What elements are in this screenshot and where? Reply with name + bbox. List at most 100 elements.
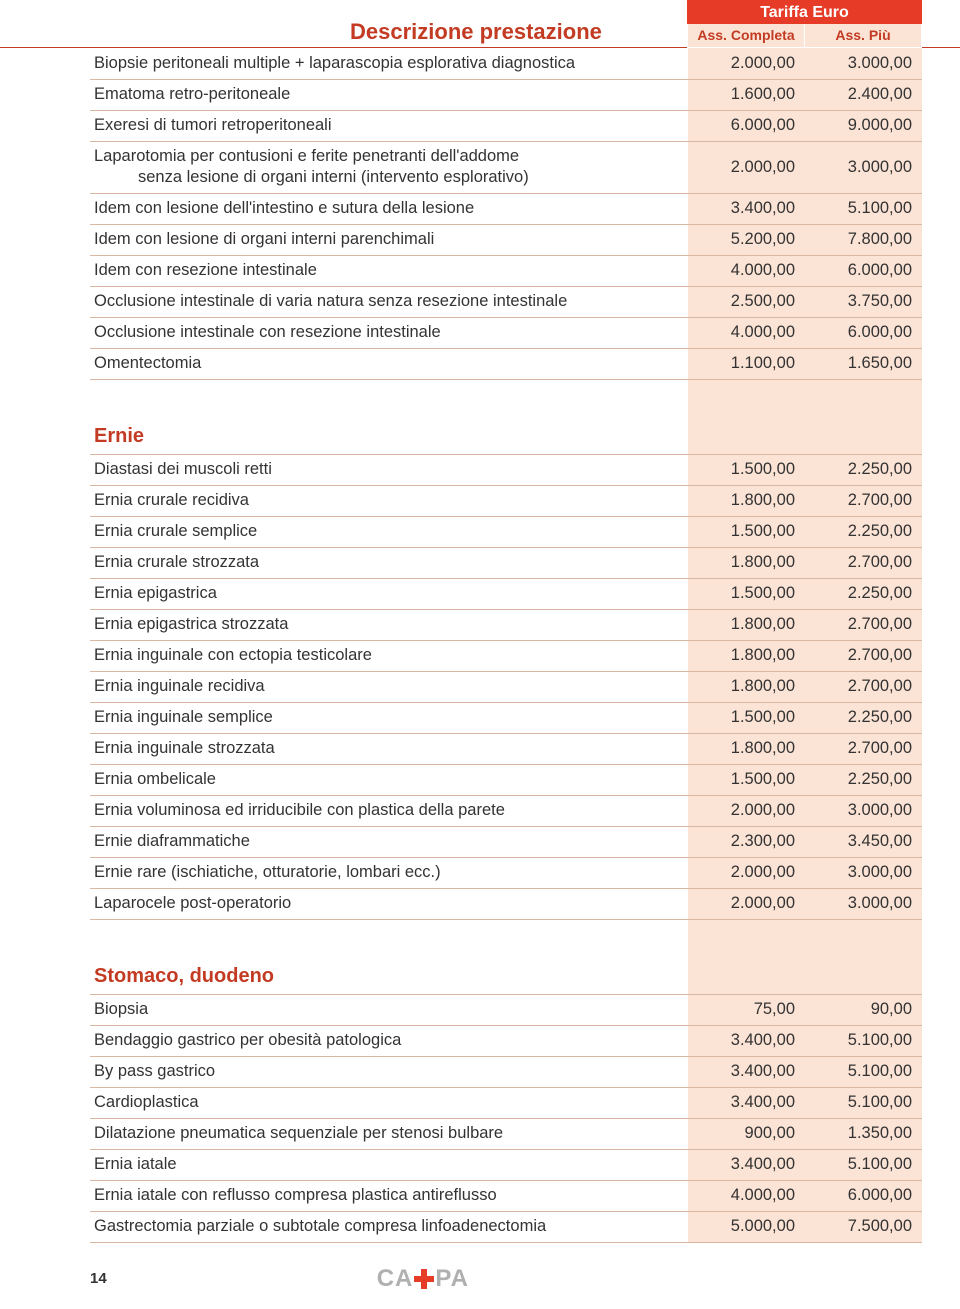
cell-value-completa: 900,00 — [688, 1118, 805, 1149]
table-row: Omentectomia1.100,001.650,00 — [90, 348, 922, 379]
table-row: Idem con lesione di organi interni paren… — [90, 224, 922, 255]
section-header: Ernie — [90, 410, 922, 454]
cell-value-piu: 2.700,00 — [805, 547, 922, 578]
price-table: Biopsie peritoneali multiple + laparasco… — [90, 48, 922, 1243]
table-row: Laparocele post-operatorio2.000,003.000,… — [90, 888, 922, 919]
cell-description: Ernia inguinale con ectopia testicolare — [90, 640, 688, 671]
table-row: Ernia iatale con reflusso compresa plast… — [90, 1180, 922, 1211]
cell-value-piu: 9.000,00 — [805, 110, 922, 141]
cell-value-completa: 2.300,00 — [688, 826, 805, 857]
cell-value-piu: 2.700,00 — [805, 640, 922, 671]
table-row: Biopsia75,0090,00 — [90, 994, 922, 1025]
cell-description: Ematoma retro-peritoneale — [90, 79, 688, 110]
cell-value-completa: 6.000,00 — [688, 110, 805, 141]
cell-value-completa: 1.800,00 — [688, 733, 805, 764]
section-header: Stomaco, duodeno — [90, 950, 922, 994]
table-row: Ernie diaframmatiche2.300,003.450,00 — [90, 826, 922, 857]
cell-value-piu: 3.000,00 — [805, 888, 922, 919]
cell-value-completa: 1.500,00 — [688, 454, 805, 485]
cell-description: Ernie rare (ischiatiche, otturatorie, lo… — [90, 857, 688, 888]
cell-blank — [805, 410, 922, 454]
table-row: Ernia iatale3.400,005.100,00 — [90, 1149, 922, 1180]
cell-value-piu: 6.000,00 — [805, 1180, 922, 1211]
cell-value-completa: 1.500,00 — [688, 702, 805, 733]
cell-value-piu: 2.400,00 — [805, 79, 922, 110]
cell-description: Ernia iatale — [90, 1149, 688, 1180]
cell-value-piu: 2.250,00 — [805, 578, 922, 609]
section-title: Ernie — [90, 410, 688, 454]
cell-blank — [688, 950, 805, 994]
section-title: Stomaco, duodeno — [90, 950, 688, 994]
cell-value-completa: 5.000,00 — [688, 1211, 805, 1242]
cell-description: Ernia iatale con reflusso compresa plast… — [90, 1180, 688, 1211]
cell-value-piu: 2.250,00 — [805, 764, 922, 795]
cell-description: Ernia inguinale semplice — [90, 702, 688, 733]
table-row: Ernia inguinale semplice1.500,002.250,00 — [90, 702, 922, 733]
table-row: Ernia epigastrica strozzata1.800,002.700… — [90, 609, 922, 640]
table-row: Ernia crurale semplice1.500,002.250,00 — [90, 516, 922, 547]
cell-value-completa: 5.200,00 — [688, 224, 805, 255]
cell-description: Occlusione intestinale di varia natura s… — [90, 286, 688, 317]
cell-value-completa: 4.000,00 — [688, 255, 805, 286]
header-title: Descrizione prestazione — [90, 0, 687, 48]
table-row: Ernia crurale recidiva1.800,002.700,00 — [90, 485, 922, 516]
tariff-box: Tariffa Euro Ass. Completa Ass. Più — [687, 0, 922, 48]
table-row: Cardioplastica3.400,005.100,00 — [90, 1087, 922, 1118]
table-row: Ernia inguinale con ectopia testicolare1… — [90, 640, 922, 671]
cell-value-completa: 2.500,00 — [688, 286, 805, 317]
cell-blank — [805, 950, 922, 994]
cell-description: Dilatazione pneumatica sequenziale per s… — [90, 1118, 688, 1149]
table-row: Gastrectomia parziale o subtotale compre… — [90, 1211, 922, 1242]
cell-description: Ernie diaframmatiche — [90, 826, 688, 857]
table-row: Ernia ombelicale1.500,002.250,00 — [90, 764, 922, 795]
cell-description: Occlusione intestinale con resezione int… — [90, 317, 688, 348]
cell-value-completa: 2.000,00 — [688, 857, 805, 888]
cell-value-piu: 5.100,00 — [805, 193, 922, 224]
table-row: Ernia crurale strozzata1.800,002.700,00 — [90, 547, 922, 578]
cell-value-completa: 1.800,00 — [688, 609, 805, 640]
table-row: Biopsie peritoneali multiple + laparasco… — [90, 48, 922, 79]
cell-value-completa: 1.800,00 — [688, 671, 805, 702]
logo-text-right: PA — [435, 1265, 469, 1293]
cell-description: Gastrectomia parziale o subtotale compre… — [90, 1211, 688, 1242]
cell-description: Exeresi di tumori retroperitoneali — [90, 110, 688, 141]
cell-description: Idem con lesione dell'intestino e sutura… — [90, 193, 688, 224]
cell-value-piu: 5.100,00 — [805, 1056, 922, 1087]
cell-value-completa: 1.500,00 — [688, 764, 805, 795]
cell-value-piu: 5.100,00 — [805, 1025, 922, 1056]
cell-description: Ernia crurale recidiva — [90, 485, 688, 516]
cell-description: Ernia inguinale strozzata — [90, 733, 688, 764]
logo-text-left: CA — [377, 1265, 414, 1293]
table-row: Ernia epigastrica1.500,002.250,00 — [90, 578, 922, 609]
footer: 14 CA PA — [0, 1243, 960, 1309]
table-row: Idem con lesione dell'intestino e sutura… — [90, 193, 922, 224]
cell-value-piu: 90,00 — [805, 994, 922, 1025]
cell-value-piu: 3.750,00 — [805, 286, 922, 317]
table-row: Ernie rare (ischiatiche, otturatorie, lo… — [90, 857, 922, 888]
cell-value-completa: 2.000,00 — [688, 795, 805, 826]
cell-value-piu: 2.700,00 — [805, 733, 922, 764]
cell-value-completa: 1.500,00 — [688, 578, 805, 609]
table-row: Diastasi dei muscoli retti1.500,002.250,… — [90, 454, 922, 485]
cell-description: Cardioplastica — [90, 1087, 688, 1118]
cell-value-completa: 4.000,00 — [688, 317, 805, 348]
header-title-text: Descrizione prestazione — [350, 19, 602, 45]
cell-value-completa: 4.000,00 — [688, 1180, 805, 1211]
cell-value-piu: 2.250,00 — [805, 454, 922, 485]
table-row: Laparotomia per contusioni e ferite pene… — [90, 141, 922, 193]
cell-value-completa: 3.400,00 — [688, 1087, 805, 1118]
cell-value-completa: 1.800,00 — [688, 547, 805, 578]
table-row: By pass gastrico3.400,005.100,00 — [90, 1056, 922, 1087]
cell-value-piu: 7.800,00 — [805, 224, 922, 255]
cell-value-completa: 1.100,00 — [688, 348, 805, 379]
logo: CA PA — [377, 1265, 469, 1293]
cell-description: Omentectomia — [90, 348, 688, 379]
page: Descrizione prestazione Tariffa Euro Ass… — [0, 0, 960, 1309]
cell-value-completa: 1.600,00 — [688, 79, 805, 110]
cell-description: Ernia crurale semplice — [90, 516, 688, 547]
table-row: Ematoma retro-peritoneale1.600,002.400,0… — [90, 79, 922, 110]
cell-value-completa: 1.800,00 — [688, 640, 805, 671]
cell-value-piu: 5.100,00 — [805, 1087, 922, 1118]
tariff-label: Tariffa Euro — [687, 0, 922, 24]
cell-description: Ernia epigastrica — [90, 578, 688, 609]
